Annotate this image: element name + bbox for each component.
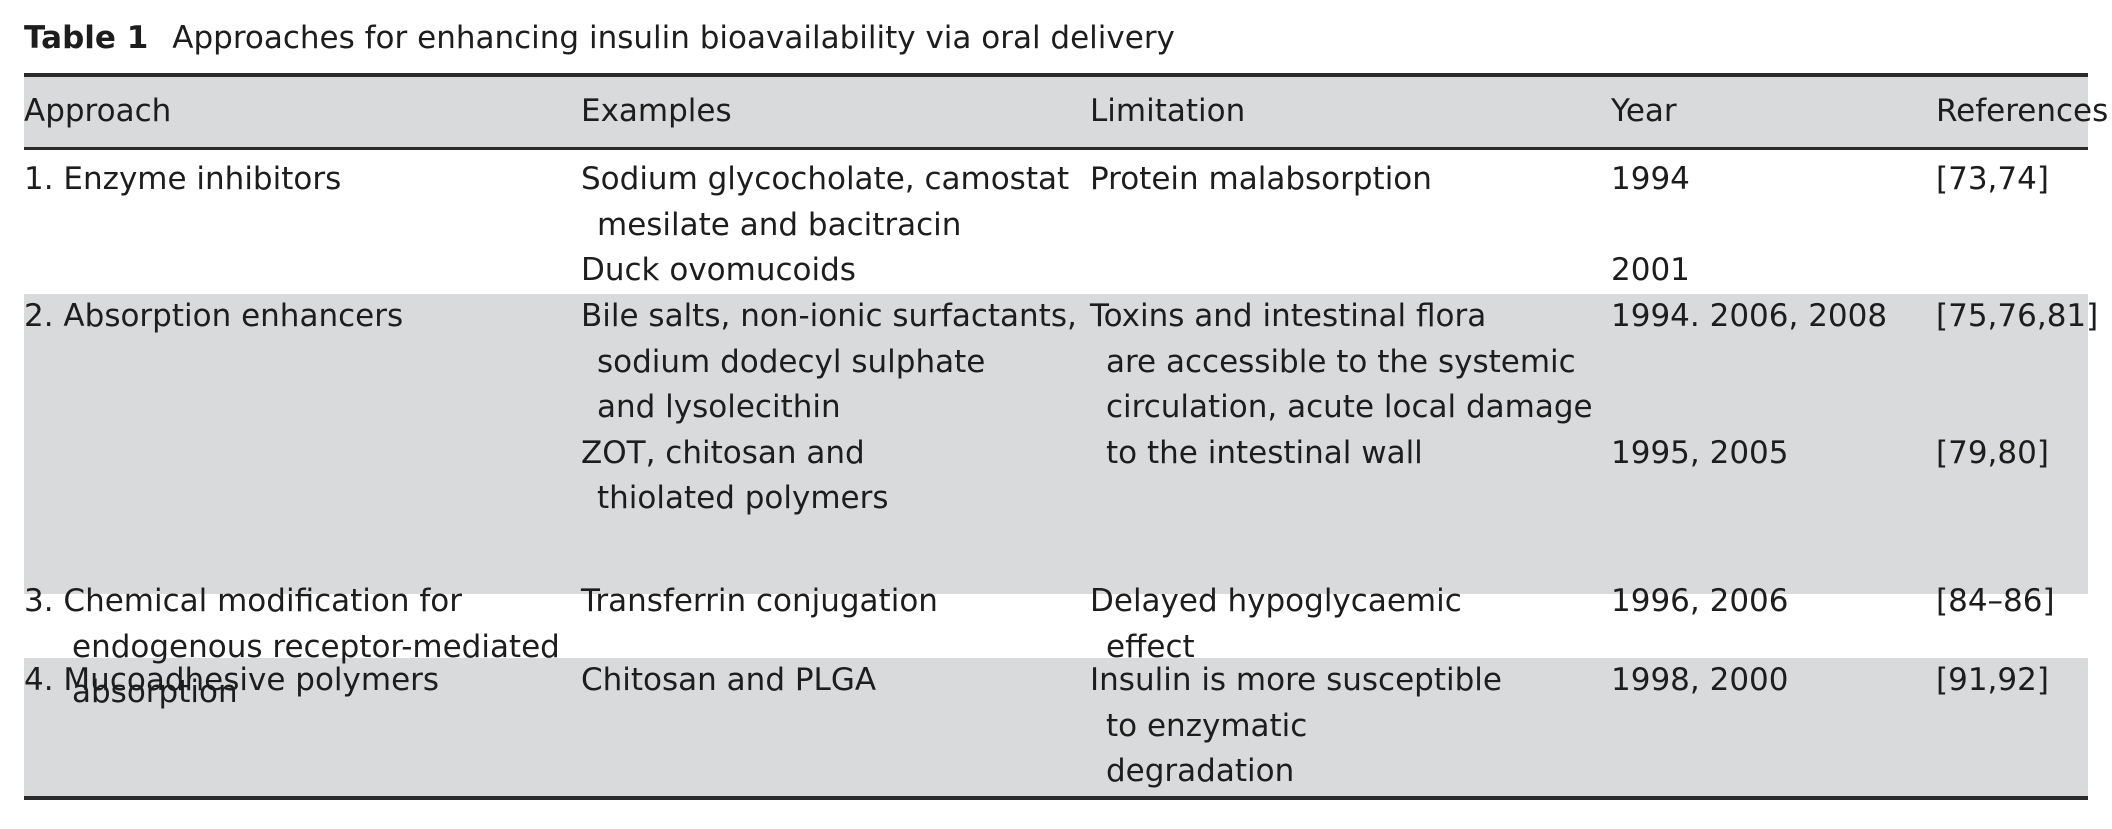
cell-line: absorption <box>72 674 238 710</box>
row-1-references: [73,74] <box>1936 157 2049 203</box>
cell-line: 2001 <box>1611 252 1690 288</box>
row-3-references: [84–86] <box>1936 579 2055 625</box>
row-2-approach: 2. Absorption enhancers <box>24 294 403 340</box>
cell-line: Bile salts, non-ionic surfactants, <box>581 298 1077 334</box>
table-caption: Table 1 Approaches for enhancing insulin … <box>24 18 1175 58</box>
data-table: Approach Examples Limitation Year Refere… <box>24 73 2108 806</box>
row-2-examples: Bile salts, non-ionic surfactants, sodiu… <box>581 294 1077 522</box>
cell-line: Insulin is more susceptible <box>1090 662 1502 698</box>
row-4-examples: Chitosan and PLGA <box>581 658 876 704</box>
cell-line: ZOT, chitosan and <box>581 434 865 471</box>
cell-line: 1996, 2006 <box>1611 583 1789 619</box>
cell-line: and lysolecithin <box>597 389 841 425</box>
row-2-year-2: 1995, 2005 <box>1611 431 1789 477</box>
cell-line: to the intestinal wall <box>1106 434 1423 471</box>
row-1-year: 1994 <box>1611 157 1690 203</box>
cell-line: effect <box>1106 628 1195 665</box>
cell-line: [91,92] <box>1936 662 2049 698</box>
row-4-references: [91,92] <box>1936 658 2049 704</box>
cell-line: sodium dodecyl sulphate <box>597 343 986 380</box>
cell-line: Sodium glycocholate, camostat <box>581 161 1070 197</box>
cell-line: Chitosan and PLGA <box>581 662 877 698</box>
row-1-approach: 1. Enzyme inhibitors <box>24 157 341 203</box>
header-approach: Approach <box>24 93 172 129</box>
cell-line: 4. Mucoadhesive polymers <box>24 662 440 698</box>
cell-line: 1. Enzyme inhibitors <box>24 161 342 197</box>
row-2-year: 1994. 2006, 2008 <box>1611 294 1887 340</box>
cell-line: degradation <box>1106 753 1295 789</box>
top-rule <box>24 73 2088 77</box>
row-2-references-2: [79,80] <box>1936 431 2049 477</box>
header-rule <box>24 147 2088 150</box>
row-3-limitation: Delayed hypoglycaemic effect <box>1090 579 1462 670</box>
row-4-limitation: Insulin is more susceptible to enzymatic… <box>1090 658 1502 795</box>
cell-line: endogenous receptor-mediated <box>72 628 560 665</box>
cell-line: 2. Absorption enhancers <box>24 298 404 334</box>
row-4-approach: 4. Mucoadhesive polymers <box>24 658 439 704</box>
table-title: Approaches for enhancing insulin bioavai… <box>172 20 1175 56</box>
table-label: Table 1 <box>24 20 149 56</box>
cell-line: to enzymatic <box>1106 707 1308 744</box>
cell-line: [75,76,81] <box>1936 298 2099 334</box>
bottom-rule <box>24 796 2088 800</box>
row-2-band <box>24 294 2088 594</box>
row-1-year-2: 2001 <box>1611 248 1690 294</box>
header-examples: Examples <box>581 93 732 129</box>
cell-line: [73,74] <box>1936 161 2049 197</box>
header-limitation: Limitation <box>1090 93 1246 129</box>
row-1-limitation: Protein malabsorption <box>1090 157 1432 203</box>
row-4-band <box>24 658 2088 796</box>
cell-line: 1998, 2000 <box>1611 662 1789 698</box>
header-year: Year <box>1611 93 1677 129</box>
row-2-limitation: Toxins and intestinal flora are accessib… <box>1090 294 1593 476</box>
header-references: References <box>1936 93 2109 129</box>
cell-line: Delayed hypoglycaemic <box>1090 583 1462 619</box>
row-3-examples: Transferrin conjugation <box>581 579 938 625</box>
cell-line: [79,80] <box>1936 435 2049 471</box>
cell-line: mesilate and bacitracin <box>597 206 962 243</box>
row-2-references: [75,76,81] <box>1936 294 2098 340</box>
cell-line: Toxins and intestinal flora <box>1090 298 1487 334</box>
cell-line: Protein malabsorption <box>1090 161 1432 197</box>
cell-line: Duck ovomucoids <box>581 252 856 288</box>
row-4-year: 1998, 2000 <box>1611 658 1789 704</box>
cell-line: 3. Chemical modification for <box>24 583 462 619</box>
cell-line: 1995, 2005 <box>1611 435 1789 471</box>
cell-line: [84–86] <box>1936 583 2055 619</box>
header-band <box>24 77 2088 147</box>
cell-line: thiolated polymers <box>597 480 889 516</box>
cell-line: circulation, acute local damage <box>1106 389 1593 425</box>
cell-line: 1994 <box>1611 161 1690 197</box>
row-3-approach: 3. Chemical modification for endogenous … <box>24 579 560 716</box>
cell-line: 1994. 2006, 2008 <box>1611 298 1888 334</box>
cell-line: are accessible to the systemic <box>1106 343 1576 380</box>
cell-line: Transferrin conjugation <box>581 583 938 619</box>
row-1-examples: Sodium glycocholate, camostat mesilate a… <box>581 157 1069 294</box>
row-3-year: 1996, 2006 <box>1611 579 1789 625</box>
